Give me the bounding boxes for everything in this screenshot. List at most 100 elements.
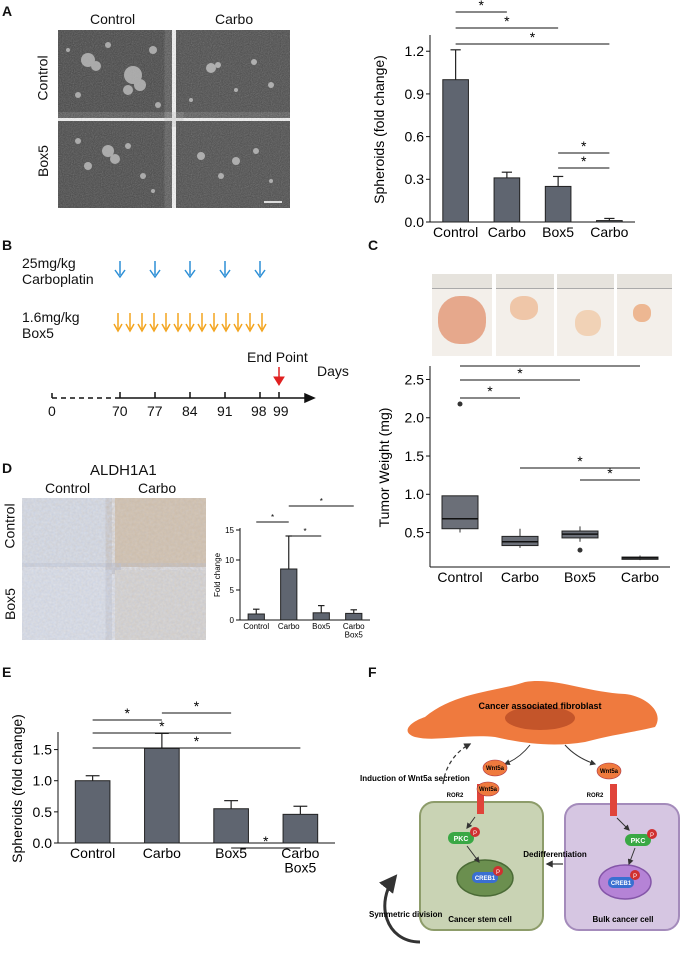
pkc-icon: PKC P [625,829,657,846]
svg-text:P: P [650,833,654,839]
panel-d-letter: D [2,460,13,476]
blue-arrow-icon [114,261,126,279]
pkc-icon: PKC P [448,827,480,844]
ihc-control-carbo [115,498,206,567]
arrow-icon [564,744,597,766]
bar [282,813,319,844]
timeline [51,261,316,404]
tumor-photo-control [432,274,492,356]
significance-star: * [194,698,200,714]
orange-arrow-icon [209,313,219,333]
dashed-arrow-icon [442,743,472,785]
ror2-label: ROR2 [447,793,464,799]
significance-star: * [320,497,323,506]
ihc-box5-control [22,570,112,640]
bar [74,780,111,844]
svg-text:CREB1: CREB1 [475,876,496,882]
scale-bar [264,201,282,203]
orange-arrow-icon [149,313,159,333]
y-tick-label: 0.0 [405,214,425,230]
x-tick-label: Carbo [278,622,300,631]
panel-a-col-carbo: Carbo [215,11,254,27]
blue-arrow-icon [254,261,266,279]
y-axis-label: Spheroids (fold change) [371,55,387,204]
significance-star: * [194,733,200,749]
induction-label: Induction of Wnt5a secretion [360,774,470,783]
x-tick-label: Carbo [501,569,539,585]
y-tick-label: 0.5 [405,524,425,540]
bar [544,185,572,223]
y-tick-label: 0.6 [405,129,425,145]
box5-label: 1.6mg/kg Box5 [22,309,80,341]
panel-a-row-control: Control [34,55,51,101]
significance-star: * [263,833,269,849]
chart-c: 0.5 1.0 1.5 2.0 2.5 Tumor Weight (mg) Control C… [376,360,670,585]
x-tick-label: Control [437,569,482,585]
y-tick-label: 0 [230,616,235,625]
carboplatin-name: Carboplatin [22,271,94,287]
svg-text:P: P [633,874,637,880]
orange-arrow-icon [161,313,171,333]
svg-text:P: P [496,870,500,876]
y-tick-label: 2.5 [405,371,425,387]
svg-text:Wnt5a: Wnt5a [479,787,498,793]
orange-arrow-icon [137,313,147,333]
blue-arrow-icon [184,261,196,279]
chart-a: 0.0 0.3 0.6 0.9 1.2 Spheroids (fold change) Co… [371,0,635,240]
tick-98: 98 [251,403,267,419]
significance-star: * [159,718,165,734]
arrow-icon [503,744,531,766]
box5-name: Box5 [22,325,54,341]
y-axis-label: Fold change [213,552,222,597]
carboplatin-label: 25mg/kg Carboplatin [22,255,94,287]
y-axis-label: Spheroids (fold change) [9,714,25,863]
end-point-arrow-icon [273,367,285,386]
x-tick-label: Control [70,845,115,861]
panel-a-row-box5: Box5 [34,145,51,177]
y-tick-label: 10 [225,556,234,565]
end-point-label: End Point [247,349,308,365]
panel-f-letter: F [368,664,377,680]
x-tick-label: Box5 [542,224,574,240]
chart-e: 0.0 0.5 1.0 1.5 Spheroids (fold change) Contr… [9,698,335,876]
symmetric-division-arrow-icon [378,874,421,944]
ror2-receptor-icon [477,784,484,814]
bar [442,79,469,223]
significance-star: * [547,360,553,367]
significance-star: * [581,138,587,154]
bar [312,612,330,621]
tumor-photo-box5 [557,274,614,356]
panel-f-schematic: Cancer associated fibroblast Wnt5a Wnt5a… [360,680,680,944]
tick-99: 99 [273,403,289,419]
orange-arrow-icon [197,313,207,333]
dedifferentiation-label: Dedifferentiation [523,850,587,859]
svg-text:CREB1: CREB1 [611,881,632,887]
ihc-control-control [22,498,112,567]
tick-91: 91 [217,403,233,419]
panel-a-micrographs [58,30,290,208]
caf-label: Cancer associated fibroblast [478,701,601,711]
x-tick-label: Carbo [143,845,181,861]
orange-arrow-icon [185,313,195,333]
y-axis-label: Tumor Weight (mg) [376,408,392,528]
carboplatin-dose: 25mg/kg [22,255,76,271]
panel-b-letter: B [2,237,13,253]
wnt5a-icon: Wnt5a [476,781,500,797]
wnt5a-icon: Wnt5a [596,762,622,780]
orange-arrow-icon [125,313,135,333]
tick-0: 0 [48,403,56,419]
bar [493,177,521,223]
tick-77: 77 [147,403,163,419]
bar [280,568,298,621]
arrow-icon [466,845,480,863]
arrow-icon [616,817,630,831]
bar [247,613,265,621]
y-tick-label: 5 [230,586,235,595]
symmetric-division-label: Symmetric division [369,910,442,919]
y-tick-label: 1.0 [33,773,53,789]
